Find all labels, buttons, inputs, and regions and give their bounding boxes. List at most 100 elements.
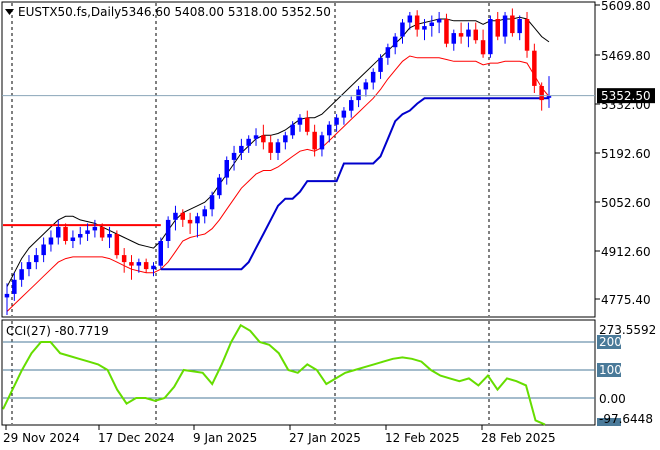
candle-body xyxy=(209,195,215,210)
candle-body xyxy=(473,29,478,41)
expand-arrow-icon[interactable] xyxy=(5,9,14,15)
candle-body xyxy=(407,15,413,23)
indicator-axis-label: 0.00 xyxy=(599,392,626,406)
candle-body xyxy=(99,226,105,238)
time-axis-label: 27 Jan 2025 xyxy=(289,431,361,445)
candle-body xyxy=(480,40,486,55)
chart-symbol-label: EUSTX50.fs,Daily xyxy=(18,5,121,19)
price-axis-label: 5052.60 xyxy=(601,196,651,210)
candle-body xyxy=(436,19,442,23)
time-axis-label: 28 Feb 2025 xyxy=(481,431,556,445)
candle-body xyxy=(70,237,76,241)
candle-body xyxy=(63,226,68,241)
candle-body xyxy=(180,212,185,220)
candle-body xyxy=(136,262,142,266)
candle-body xyxy=(224,160,229,178)
candle-body xyxy=(121,255,127,263)
candle-body xyxy=(422,26,427,30)
lower-band-line xyxy=(6,55,550,312)
candle-body xyxy=(34,255,39,263)
candle-body xyxy=(334,117,339,125)
candle-body xyxy=(92,226,98,231)
support-resistance-lines xyxy=(3,97,549,271)
candle-body xyxy=(451,33,456,44)
candle-body xyxy=(356,89,361,101)
candle-body xyxy=(488,19,493,55)
candle-body xyxy=(458,33,464,37)
candle-body xyxy=(217,177,222,196)
candle-body xyxy=(510,15,515,34)
price-axis-label: 5609.80 xyxy=(601,0,651,13)
candle-body xyxy=(392,36,398,48)
support-line xyxy=(160,97,549,271)
indicator-level-badge xyxy=(597,335,621,349)
candle-body xyxy=(187,219,193,224)
price-axis-label: 5192.60 xyxy=(601,147,651,161)
candle-body xyxy=(231,152,237,160)
candle-body xyxy=(414,15,420,30)
candle-body xyxy=(143,262,149,270)
candle-body xyxy=(290,124,295,136)
time-axis: 29 Nov 2024 17 Dec 2024 9 Jan 2025 27 Ja… xyxy=(3,425,556,445)
price-axis-label: 5469.80 xyxy=(601,49,651,63)
price-axis: 5609.80 5469.80 5332.00 5192.60 5052.60 … xyxy=(595,0,651,307)
candle-body xyxy=(363,82,369,90)
vertical-dashed-grid xyxy=(11,3,490,424)
indicator-label: CCI(27) -80.7719 xyxy=(6,324,109,338)
indicator-value-badge xyxy=(597,418,621,426)
candle-body xyxy=(173,212,178,220)
candle-body xyxy=(12,279,17,294)
cci-level-lines xyxy=(3,341,595,399)
time-axis-label: 29 Nov 2024 xyxy=(3,431,80,445)
candle-body xyxy=(268,142,273,153)
candle-body xyxy=(517,19,522,34)
candle-body xyxy=(283,135,288,143)
cci-series xyxy=(2,323,546,426)
candle-body xyxy=(297,117,303,125)
candle-body xyxy=(341,110,347,118)
candle-body xyxy=(466,29,471,37)
time-axis-label: 9 Jan 2025 xyxy=(193,431,257,445)
candle-body xyxy=(327,124,332,136)
current-price-marker xyxy=(597,88,655,104)
candle-body xyxy=(85,230,90,234)
indicator-axis: 273.5592 200 100 0.00 -97.6448 xyxy=(597,323,656,426)
candle-body xyxy=(41,244,46,256)
indicator-axis-label: 200 xyxy=(599,335,622,349)
price-axis-label: 4912.60 xyxy=(601,245,651,259)
cci-line xyxy=(2,323,546,426)
current-price-marker-label: 5352.50 xyxy=(601,89,651,103)
candle-body xyxy=(349,100,354,111)
chart-ohlc-values: 5346.60 5408.00 5318.00 5352.50 xyxy=(121,5,331,19)
candle-body xyxy=(56,226,61,238)
candle-body xyxy=(4,293,10,298)
candle-body xyxy=(444,19,449,44)
candle-body xyxy=(429,22,434,26)
candle-body xyxy=(26,262,32,270)
candlestick-series xyxy=(4,8,552,315)
candle-body xyxy=(246,138,251,146)
candle-body xyxy=(378,57,383,72)
candle-body xyxy=(165,219,171,241)
candle-body xyxy=(129,262,134,266)
main-plot-area[interactable] xyxy=(1,1,596,318)
time-axis-label: 17 Dec 2024 xyxy=(98,431,175,445)
candle-body xyxy=(151,265,156,270)
candle-body xyxy=(195,216,200,224)
candle-body xyxy=(78,234,83,238)
candle-body xyxy=(502,15,508,37)
candle-body xyxy=(495,19,500,37)
indicator-axis-label: 273.5592 xyxy=(599,323,656,337)
candle-body xyxy=(202,209,207,217)
candle-body xyxy=(19,269,24,280)
candle-body xyxy=(253,135,259,139)
candle-body xyxy=(532,50,537,86)
candle-body xyxy=(370,71,376,83)
candle-body xyxy=(261,135,266,143)
candle-body xyxy=(546,95,552,98)
candle-body xyxy=(524,19,530,51)
candle-body xyxy=(107,234,112,238)
candle-body xyxy=(48,237,54,245)
candle-body xyxy=(539,86,544,101)
